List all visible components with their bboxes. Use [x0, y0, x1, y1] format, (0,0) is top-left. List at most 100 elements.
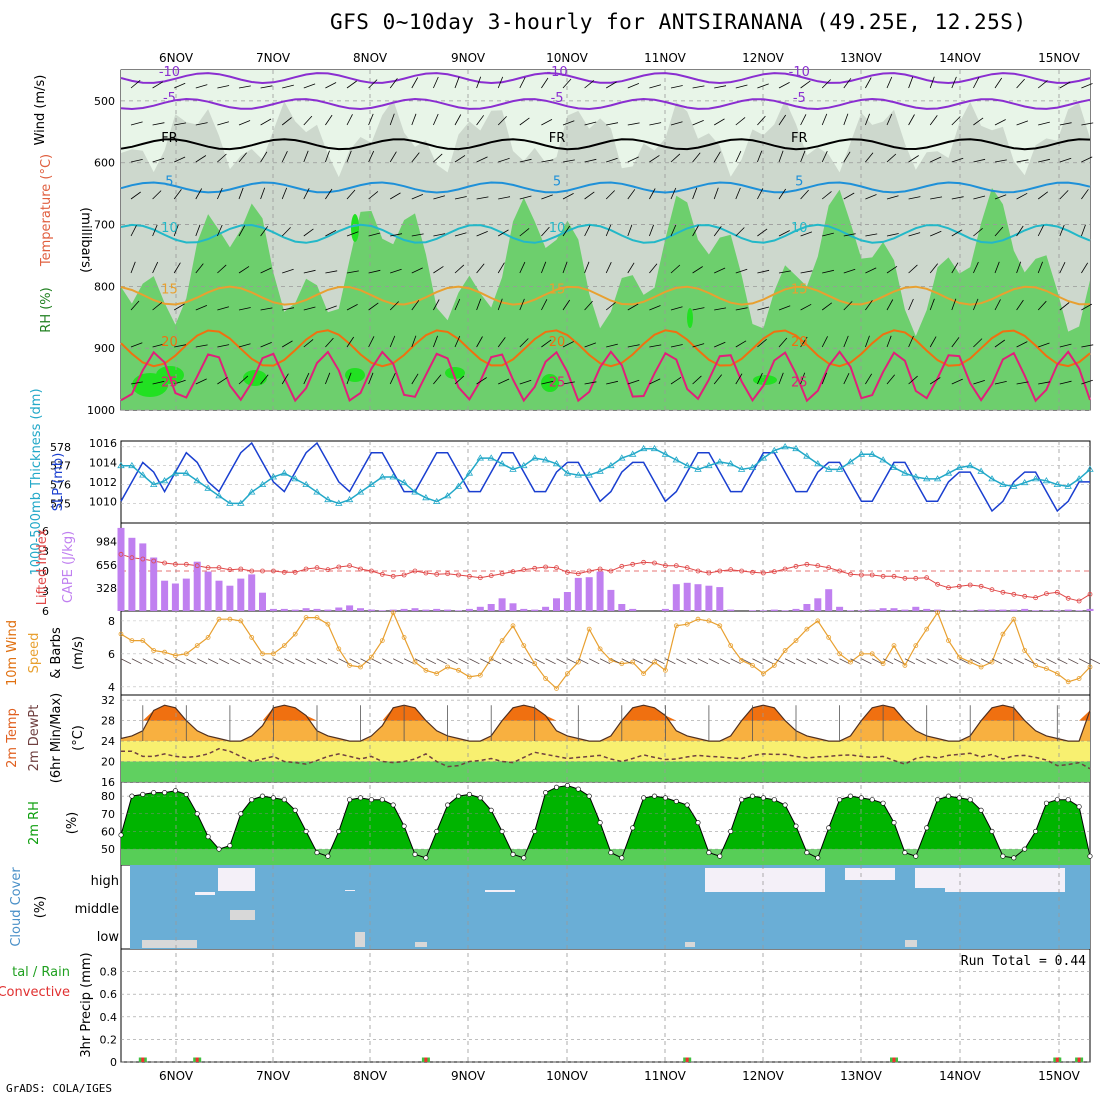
wind-point — [347, 663, 353, 668]
surface-wind-barb — [1024, 658, 1035, 665]
surface-wind-barb — [371, 658, 382, 665]
thickness-point — [237, 499, 245, 506]
wind-barb — [584, 80, 595, 89]
surface-wind-barb — [534, 658, 545, 665]
temp-contour — [120, 72, 1091, 85]
wind-barb — [843, 335, 849, 348]
lifted-point — [292, 569, 298, 575]
rh2m-point — [815, 855, 821, 861]
wind-barb — [735, 373, 743, 385]
surface-wind-barb — [1002, 658, 1014, 665]
lifted-point — [521, 567, 527, 573]
wind-barb — [886, 195, 899, 200]
wind-barb — [973, 338, 983, 348]
wind-barb — [281, 340, 293, 348]
wind-barb — [389, 113, 395, 126]
wind-point — [891, 643, 897, 648]
cloud-high-block — [705, 868, 825, 892]
cape-bar — [248, 574, 256, 611]
wind-point — [869, 651, 875, 657]
thickness-point — [291, 475, 299, 482]
surface-wind-barb — [360, 658, 371, 665]
temp-contour-label: -5 — [551, 91, 564, 106]
wind-barb — [606, 343, 618, 348]
rh2m-point — [303, 828, 309, 834]
wind-barb — [152, 380, 165, 385]
wind-barb — [519, 77, 526, 89]
wind-barb — [951, 262, 959, 274]
wind-barb — [757, 372, 763, 385]
rh2m-point — [292, 807, 298, 813]
temp-tick-label: 32 — [101, 694, 115, 707]
cape-tick-label: 656 — [96, 559, 117, 572]
wind-point — [249, 635, 255, 640]
rh2m-point — [423, 855, 429, 861]
wind-barb — [130, 121, 143, 126]
wind-barb — [929, 76, 935, 89]
wind-point — [1033, 663, 1038, 668]
wind-barb — [411, 233, 424, 237]
temp-contour-label: -5 — [793, 91, 806, 106]
wind-barb — [800, 336, 808, 348]
rh2m-point — [521, 855, 527, 861]
lifted-point — [956, 583, 962, 589]
rh-shade-bright — [243, 370, 267, 386]
rh2m-point — [880, 800, 886, 806]
lifted-point — [423, 570, 429, 576]
wind-barb — [325, 82, 337, 89]
wind-point — [162, 649, 168, 655]
wind-barb — [649, 344, 662, 348]
wind-barb — [238, 343, 251, 348]
wind-barb — [519, 379, 532, 385]
wind-barb — [411, 77, 419, 89]
rh2m-point — [1065, 797, 1071, 803]
rh2m-point — [673, 798, 679, 804]
thickness-point — [117, 461, 125, 469]
date-label-bottom: 8NOV — [353, 1069, 388, 1083]
wind-point — [314, 615, 320, 620]
thickness-point — [356, 488, 365, 495]
wind-barb — [584, 158, 597, 163]
temp-contour-label: 15 — [549, 283, 566, 298]
wind-barb — [389, 151, 397, 163]
wind-barb — [346, 336, 355, 348]
wind-barb — [649, 224, 654, 237]
wind-point — [739, 658, 744, 663]
wind-point — [935, 610, 940, 615]
wind-barb — [454, 232, 467, 237]
thickness-point — [487, 454, 495, 461]
cloud-ylabel: Cloud Cover — [9, 867, 24, 947]
wind-point — [554, 686, 559, 691]
wind-barb — [389, 335, 396, 348]
rh2m-point — [553, 784, 559, 790]
wind-barb — [692, 120, 704, 126]
cape-bar — [792, 608, 800, 611]
wind-ylabel-3: & Barbs — [49, 627, 64, 679]
surface-wind-barb — [621, 658, 632, 665]
wind-barb — [735, 268, 748, 274]
temp-area-hot — [121, 705, 1090, 721]
rh2m-point — [205, 834, 211, 840]
thickness-point — [901, 469, 909, 476]
thickness-point — [465, 469, 474, 476]
wind-barb — [778, 305, 791, 311]
wind-barb — [541, 261, 547, 274]
wind-barb — [389, 78, 398, 89]
thickness-point — [999, 480, 1007, 487]
lifted-point — [368, 568, 374, 574]
rh2m-point — [641, 795, 647, 801]
surface-wind-barb — [469, 658, 480, 665]
surface-wind-barb — [414, 658, 426, 665]
wind-barb — [649, 378, 661, 385]
wind-barb — [303, 115, 313, 126]
temp-band — [121, 761, 1090, 782]
rh2m-point — [401, 823, 407, 829]
wind-barb — [152, 302, 163, 311]
temp-contour-label: 10 — [791, 221, 808, 236]
wind-barb — [735, 150, 742, 163]
wind-barb — [692, 343, 705, 348]
wind-barb — [1081, 156, 1093, 163]
precip-convective-bar — [141, 1057, 145, 1062]
wind-point — [183, 651, 189, 657]
thickness-point — [574, 471, 583, 478]
